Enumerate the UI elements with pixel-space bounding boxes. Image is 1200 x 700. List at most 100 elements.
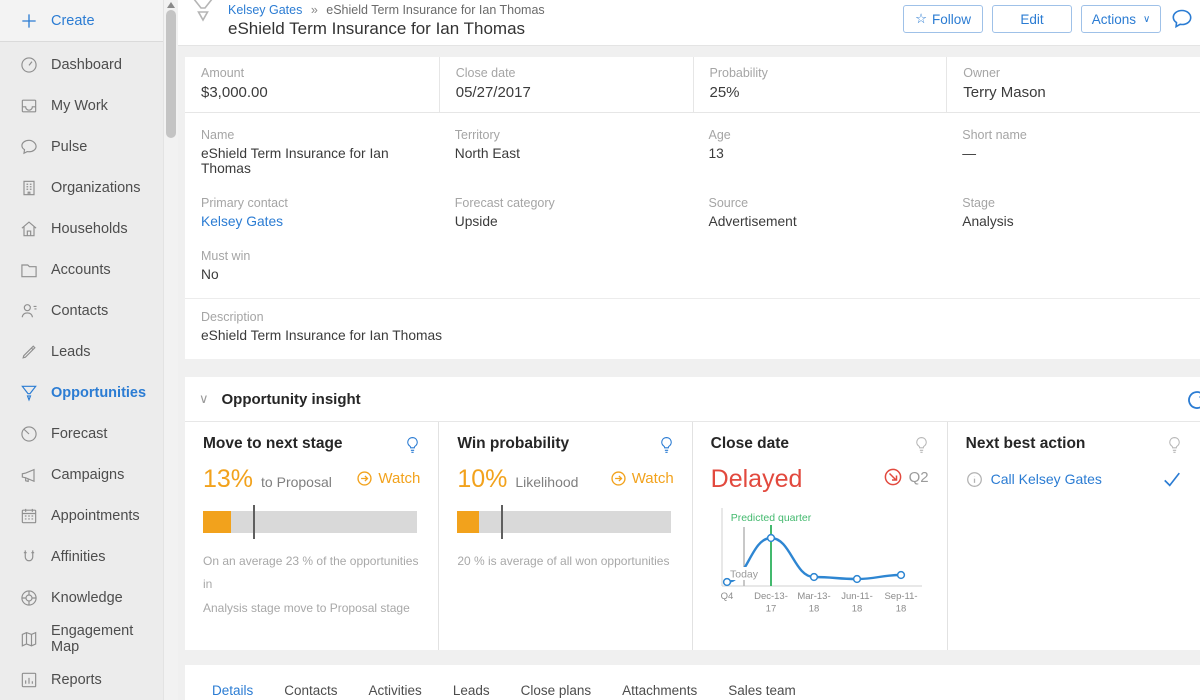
info-icon[interactable] — [966, 471, 983, 488]
tab-contacts[interactable]: Contacts — [282, 665, 339, 700]
field-label: Probability — [709, 66, 768, 80]
tab-sales-team[interactable]: Sales team — [726, 665, 798, 700]
watch-icon — [611, 471, 626, 486]
lightbulb-icon[interactable] — [914, 436, 929, 456]
sidebar-item-my-work[interactable]: My Work — [0, 85, 163, 126]
create-button[interactable]: Create — [0, 0, 163, 42]
svg-text:17: 17 — [765, 604, 776, 615]
sidebar-item-organizations[interactable]: Organizations — [0, 167, 163, 208]
refresh-icon[interactable] — [1185, 388, 1200, 412]
sidebar-item-opportunities[interactable]: Opportunities — [0, 372, 163, 413]
tab-details[interactable]: Details — [210, 665, 255, 700]
sidebar-item-accounts[interactable]: Accounts — [0, 249, 163, 290]
field-value[interactable]: Kelsey Gates — [201, 214, 284, 229]
field-value: Advertisement — [708, 214, 797, 229]
breadcrumb-current: eShield Term Insurance for Ian Thomas — [326, 3, 545, 17]
sidebar-item-appointments[interactable]: Appointments — [0, 495, 163, 536]
lightbulb-icon[interactable] — [1167, 436, 1182, 456]
sidebar-item-campaigns[interactable]: Campaigns — [0, 454, 163, 495]
actions-button[interactable]: Actions ∨ — [1081, 5, 1161, 33]
sidebar-item-label: Leads — [51, 343, 91, 360]
watch-button[interactable]: Watch — [356, 470, 420, 487]
stage-progress-bar — [203, 505, 420, 539]
chevron-down-icon[interactable]: ∨ — [199, 391, 209, 406]
breadcrumb-separator: » — [310, 3, 318, 17]
field-label: Owner — [963, 66, 1001, 80]
svg-text:18: 18 — [808, 604, 819, 615]
main-content: Kelsey Gates » eShield Term Insurance fo… — [178, 0, 1200, 700]
record-tabs: Details Contacts Activities Leads Close … — [185, 665, 1200, 700]
households-icon — [19, 219, 39, 239]
opportunity-insight-section: ∨ Opportunity insight Move to next stage — [185, 377, 1200, 650]
sidebar-item-contacts[interactable]: Contacts — [0, 290, 163, 331]
sidebar-item-dashboard[interactable]: Dashboard — [0, 44, 163, 85]
follow-label: Follow — [932, 11, 972, 27]
record-header: Kelsey Gates » eShield Term Insurance fo… — [178, 0, 1200, 46]
sidebar-item-label: Organizations — [51, 179, 141, 196]
insight-cards: Move to next stage 13% to Proposal — [185, 422, 1200, 650]
opportunities-icon — [19, 383, 39, 403]
edit-button[interactable]: Edit — [992, 5, 1072, 33]
affinities-icon — [19, 547, 39, 567]
field-value: No — [201, 267, 219, 282]
sidebar-item-leads[interactable]: Leads — [0, 331, 163, 372]
sidebar-nav: Dashboard My Work Pulse Organizations Ho… — [0, 42, 163, 700]
field-value: eShield Term Insurance for Ian Thomas — [201, 146, 389, 176]
field-value: 25% — [709, 84, 740, 101]
sidebar-item-label: Affinities — [51, 548, 106, 565]
tab-attachments[interactable]: Attachments — [620, 665, 699, 700]
pulse-icon — [19, 137, 39, 157]
close-date-chart: Today Predicted quarter Q4 Dec-13- 17 Mar-13-… — [707, 496, 929, 627]
accept-check-icon[interactable] — [1162, 469, 1182, 489]
sidebar-item-engagement-map[interactable]: Engagement Map — [0, 618, 163, 659]
close-date-status: Delayed — [710, 465, 803, 493]
svg-text:Predicted quarter: Predicted quarter — [730, 512, 811, 524]
field-forecast-category: Forecast category Upside — [439, 185, 693, 238]
insight-title: Opportunity insight — [221, 390, 361, 408]
card-title: Win probability — [457, 435, 570, 452]
sidebar-item-affinities[interactable]: Affinities — [0, 536, 163, 577]
svg-text:18: 18 — [851, 604, 862, 615]
sidebar-scrollbar[interactable] — [163, 0, 178, 700]
sidebar-item-pulse[interactable]: Pulse — [0, 126, 163, 167]
tab-label: Contacts — [284, 682, 338, 698]
field-label: Short name — [962, 128, 1027, 142]
delayed-icon[interactable] — [883, 467, 903, 487]
svg-text:Sep-11-: Sep-11- — [884, 591, 917, 602]
field-label: Stage — [962, 196, 995, 210]
next-action-link[interactable]: Call Kelsey Gates — [990, 471, 1102, 487]
follow-button[interactable]: ☆ Follow — [903, 5, 983, 33]
sidebar-item-forecast[interactable]: Forecast — [0, 413, 163, 454]
tab-leads[interactable]: Leads — [451, 665, 492, 700]
breadcrumb-link[interactable]: Kelsey Gates — [228, 3, 303, 17]
tab-label: Activities — [368, 682, 422, 698]
summary-field-owner: Owner Terry Mason — [946, 57, 1200, 112]
insight-card-win-probability: Win probability 10% Likelihood — [438, 422, 691, 650]
sidebar-item-knowledge[interactable]: Knowledge — [0, 577, 163, 618]
tab-close-plans[interactable]: Close plans — [519, 665, 594, 700]
watch-button[interactable]: Watch — [610, 470, 674, 487]
field-value: $3,000.00 — [201, 84, 268, 101]
field-value: Upside — [454, 214, 498, 229]
sidebar: Create Dashboard My Work Pulse Organizat… — [0, 0, 163, 700]
summary-strip: Amount $3,000.00 Close date 05/27/2017 P… — [185, 57, 1200, 113]
forecast-icon — [19, 424, 39, 444]
field-territory: Territory North East — [439, 117, 693, 185]
tab-label: Sales team — [728, 682, 796, 698]
scroll-up-arrow[interactable] — [167, 2, 175, 8]
lightbulb-icon[interactable] — [405, 436, 420, 456]
sidebar-item-reports[interactable]: Reports — [0, 659, 163, 700]
sidebar-item-label: Forecast — [51, 425, 108, 442]
field-short-name: Short name — — [946, 117, 1200, 185]
dashboard-icon — [19, 55, 39, 75]
tab-activities[interactable]: Activities — [367, 665, 424, 700]
sidebar-item-households[interactable]: Households — [0, 208, 163, 249]
tab-label: Details — [212, 682, 254, 698]
sidebar-item-label: Pulse — [51, 138, 88, 155]
page-title: eShield Term Insurance for Ian Thomas — [228, 19, 526, 38]
chat-bubble-icon[interactable] — [1170, 7, 1194, 31]
sidebar-item-label: Accounts — [51, 261, 111, 278]
lightbulb-icon[interactable] — [659, 436, 674, 456]
header-actions: ☆ Follow Edit Actions ∨ — [903, 5, 1194, 33]
scrollbar-thumb[interactable] — [166, 10, 176, 138]
